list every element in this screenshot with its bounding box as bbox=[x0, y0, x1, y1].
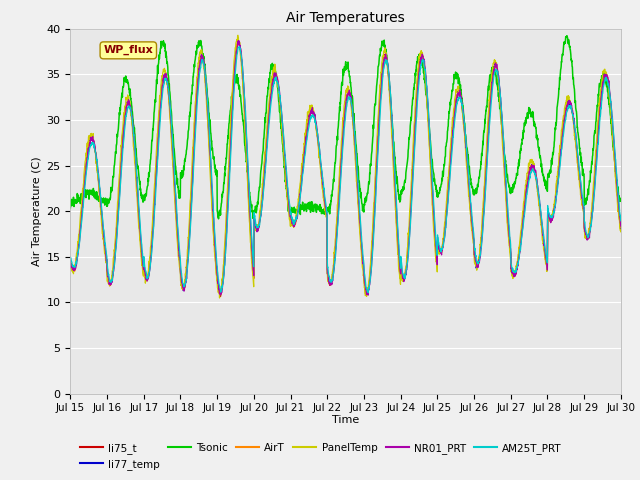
li75_t bbox=[506, 244, 514, 250]
Tsonic bbox=[67, 205, 74, 211]
Tsonic bbox=[569, 69, 577, 75]
li75_t bbox=[234, 40, 242, 46]
AM25T_PRT bbox=[364, 290, 372, 296]
Line: li75_t: li75_t bbox=[70, 43, 621, 296]
NR01_PRT bbox=[617, 223, 625, 229]
li77_temp bbox=[217, 292, 225, 298]
li77_temp bbox=[617, 226, 625, 231]
li77_temp bbox=[506, 245, 514, 251]
Tsonic bbox=[584, 190, 592, 195]
NR01_PRT bbox=[569, 108, 577, 113]
li77_temp bbox=[374, 138, 381, 144]
li75_t bbox=[584, 234, 592, 240]
Tsonic bbox=[362, 200, 369, 205]
Line: Tsonic: Tsonic bbox=[70, 36, 621, 219]
NR01_PRT bbox=[220, 271, 228, 276]
AM25T_PRT bbox=[569, 112, 577, 118]
NR01_PRT bbox=[67, 258, 74, 264]
li77_temp bbox=[362, 288, 370, 294]
Legend: li75_t, li77_temp, Tsonic, AirT, PanelTemp, NR01_PRT, AM25T_PRT: li75_t, li77_temp, Tsonic, AirT, PanelTe… bbox=[76, 439, 566, 474]
li75_t bbox=[362, 290, 370, 296]
li77_temp bbox=[569, 111, 577, 117]
Line: NR01_PRT: NR01_PRT bbox=[70, 41, 621, 295]
PanelTemp bbox=[216, 295, 223, 301]
AM25T_PRT bbox=[617, 218, 625, 224]
PanelTemp bbox=[234, 33, 242, 38]
Tsonic bbox=[220, 180, 228, 186]
PanelTemp bbox=[617, 229, 625, 235]
PanelTemp bbox=[220, 250, 228, 255]
AirT bbox=[236, 39, 243, 45]
li77_temp bbox=[220, 261, 228, 267]
Tsonic bbox=[617, 197, 625, 203]
Line: PanelTemp: PanelTemp bbox=[70, 36, 621, 298]
AirT bbox=[569, 109, 577, 115]
li77_temp bbox=[67, 260, 74, 266]
li75_t bbox=[617, 227, 625, 233]
Tsonic bbox=[214, 216, 222, 222]
Text: WP_flux: WP_flux bbox=[104, 45, 153, 56]
NR01_PRT bbox=[364, 292, 372, 298]
li77_temp bbox=[235, 39, 243, 45]
AM25T_PRT bbox=[220, 273, 228, 278]
li75_t bbox=[569, 110, 577, 116]
NR01_PRT bbox=[506, 239, 514, 245]
li75_t bbox=[67, 257, 74, 263]
Line: AM25T_PRT: AM25T_PRT bbox=[70, 47, 621, 293]
AirT bbox=[506, 242, 514, 248]
PanelTemp bbox=[584, 235, 592, 240]
AM25T_PRT bbox=[584, 235, 592, 240]
PanelTemp bbox=[374, 118, 381, 124]
Title: Air Temperatures: Air Temperatures bbox=[286, 11, 405, 25]
AirT bbox=[362, 288, 370, 294]
Y-axis label: Air Temperature (C): Air Temperature (C) bbox=[33, 156, 42, 266]
NR01_PRT bbox=[584, 236, 592, 242]
PanelTemp bbox=[569, 111, 577, 117]
Line: li77_temp: li77_temp bbox=[70, 42, 621, 295]
AirT bbox=[584, 236, 592, 242]
Line: AirT: AirT bbox=[70, 42, 621, 295]
AirT bbox=[374, 137, 381, 143]
AM25T_PRT bbox=[374, 152, 381, 158]
NR01_PRT bbox=[235, 38, 243, 44]
PanelTemp bbox=[506, 251, 514, 256]
NR01_PRT bbox=[374, 146, 381, 152]
AirT bbox=[220, 262, 228, 268]
AirT bbox=[67, 259, 74, 264]
X-axis label: Time: Time bbox=[332, 415, 359, 425]
PanelTemp bbox=[362, 290, 370, 296]
AM25T_PRT bbox=[67, 254, 74, 260]
Tsonic bbox=[563, 33, 571, 39]
PanelTemp bbox=[67, 264, 74, 269]
Tsonic bbox=[374, 74, 381, 80]
li75_t bbox=[217, 293, 225, 299]
AM25T_PRT bbox=[362, 280, 369, 286]
AirT bbox=[617, 224, 625, 230]
NR01_PRT bbox=[362, 286, 369, 292]
AM25T_PRT bbox=[506, 236, 514, 241]
li75_t bbox=[220, 262, 228, 268]
Tsonic bbox=[506, 187, 513, 193]
AirT bbox=[217, 292, 225, 298]
AM25T_PRT bbox=[236, 44, 243, 49]
li75_t bbox=[374, 136, 381, 142]
li77_temp bbox=[584, 236, 592, 242]
